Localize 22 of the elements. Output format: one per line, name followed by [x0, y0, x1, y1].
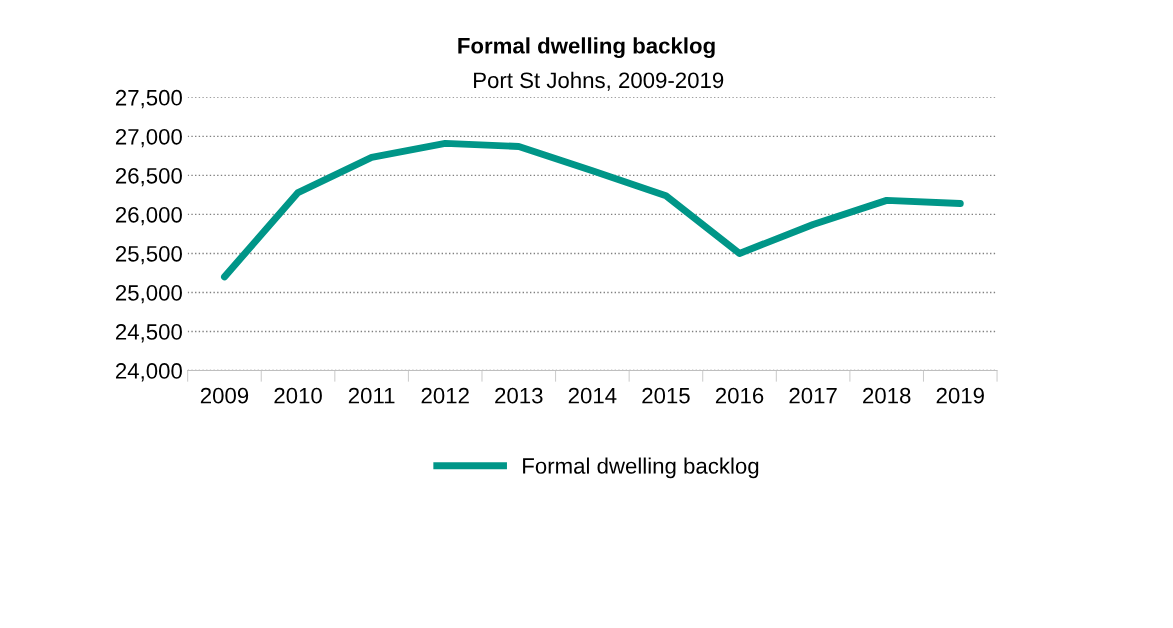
y-tick-label: 26,000 — [115, 206, 182, 226]
legend-label: Formal dwelling backlog — [523, 457, 759, 479]
x-tick-label: 2019 — [936, 387, 984, 404]
x-tick-label: 2011 — [348, 387, 395, 404]
x-tick-label: 2010 — [274, 387, 322, 404]
chart-subtitle: Port St Johns, 2009-2019 — [474, 71, 724, 91]
x-tick-label: 2009 — [200, 387, 249, 404]
y-tick-label: 24,000 — [115, 363, 182, 382]
x-tick-label: 2014 — [568, 387, 617, 404]
chart-title: Formal dwelling backlog — [458, 37, 715, 59]
x-tick-label: 2017 — [789, 387, 837, 404]
y-tick-label: 27,500 — [115, 89, 182, 109]
y-tick-label: 25,000 — [115, 285, 182, 304]
y-tick-label: 24,500 — [115, 324, 182, 343]
x-tick-label: 2015 — [642, 387, 690, 404]
x-tick-label: 2018 — [863, 387, 911, 404]
x-tick-label: 2013 — [495, 387, 543, 404]
x-tick-label: 2016 — [715, 387, 764, 404]
x-tick-label: 2012 — [421, 387, 469, 404]
y-tick-label: 26,500 — [115, 167, 182, 187]
y-tick-label: 25,500 — [115, 245, 182, 265]
y-tick-label: 27,000 — [115, 128, 182, 148]
